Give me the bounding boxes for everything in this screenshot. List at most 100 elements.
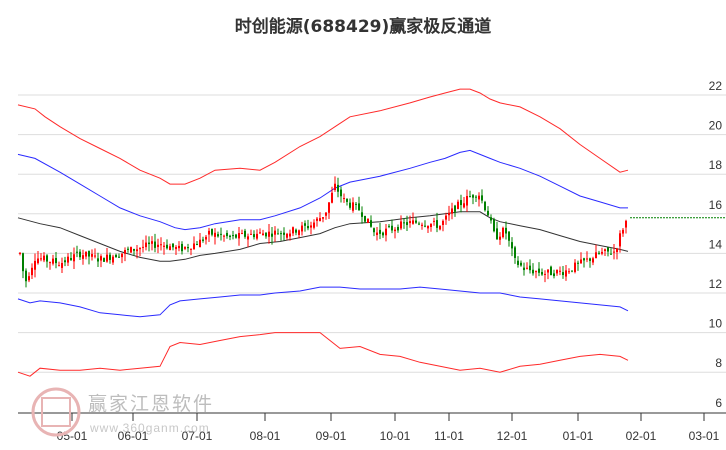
candle-up <box>199 239 201 248</box>
candle-up <box>184 246 186 249</box>
candle-up <box>322 217 324 219</box>
y-tick-label: 22 <box>709 79 723 93</box>
candle-up <box>28 276 30 281</box>
candle-down <box>562 272 564 276</box>
candle-up <box>40 258 42 260</box>
candle-down <box>220 233 222 235</box>
candle-up <box>463 203 465 208</box>
candle-down <box>271 233 273 237</box>
candle-up <box>139 248 141 250</box>
candle-up <box>61 263 63 268</box>
candle-up <box>316 218 318 221</box>
candle-down <box>397 226 399 231</box>
candle-down <box>307 226 309 229</box>
candle-down <box>406 222 408 226</box>
x-tick-label: 09-01 <box>316 429 347 443</box>
candle-up <box>457 201 459 209</box>
candle-up <box>409 221 411 224</box>
candle-up <box>100 256 102 261</box>
candle-down <box>529 265 531 271</box>
candle-up <box>205 236 207 240</box>
x-tick-label: 07-01 <box>182 429 213 443</box>
candle-up <box>433 220 435 222</box>
x-tick-label: 02-01 <box>626 429 657 443</box>
candle-down <box>505 227 507 234</box>
x-tick-label: 11-01 <box>434 429 464 443</box>
x-tick-label: 01-01 <box>563 429 594 443</box>
candle-down <box>460 200 462 206</box>
candle-up <box>259 232 261 234</box>
candle-down <box>22 253 24 272</box>
candle-down <box>229 235 231 238</box>
candle-up <box>157 244 159 247</box>
candle-down <box>403 222 405 224</box>
candle-down <box>514 247 516 258</box>
candle-down <box>133 248 135 251</box>
candle-up <box>502 227 504 238</box>
candle-up <box>544 273 546 275</box>
candle-down <box>577 262 579 264</box>
candle-down <box>337 184 339 192</box>
candle-up <box>58 265 60 267</box>
candle-up <box>43 255 45 261</box>
candle-down <box>520 262 522 266</box>
candle-up <box>394 229 396 232</box>
candle-down <box>418 223 420 225</box>
candle-up <box>412 220 414 224</box>
candle-up <box>568 271 570 273</box>
candle-down <box>235 234 237 238</box>
candle-down <box>118 256 120 258</box>
candle-down <box>211 229 213 235</box>
candle-up <box>37 258 39 264</box>
candle-down <box>196 244 198 246</box>
candle-up <box>613 251 615 253</box>
candle-up <box>121 253 123 258</box>
candle-up <box>451 208 453 214</box>
candle-up <box>169 246 171 251</box>
candle-down <box>283 232 285 235</box>
candle-up <box>67 256 69 263</box>
candle-up <box>427 225 429 229</box>
candle-down <box>127 248 129 250</box>
candle-down <box>103 258 105 262</box>
candle-down <box>55 257 57 264</box>
candle-down <box>472 195 474 198</box>
candle-up <box>325 212 327 216</box>
y-tick-label: 20 <box>709 119 723 133</box>
candle-down <box>475 196 477 198</box>
candle-up <box>310 225 312 228</box>
candle-up <box>268 231 270 237</box>
candle-up <box>292 227 294 234</box>
y-tick-label: 18 <box>709 158 723 172</box>
candle-up <box>82 255 84 259</box>
candle-up <box>343 197 345 199</box>
y-tick-label: 6 <box>715 396 722 410</box>
candle-down <box>532 269 534 274</box>
candle-up <box>625 220 627 228</box>
candle-up <box>193 243 195 250</box>
candle-up <box>286 233 288 238</box>
watermark-url: www.360ganm.com <box>90 421 210 435</box>
candle-down <box>508 231 510 241</box>
candle-up <box>136 249 138 252</box>
candle-up <box>421 224 423 226</box>
candle-down <box>115 254 117 258</box>
watermark-brand: 赢家江恩软件 <box>88 393 215 415</box>
y-tick-label: 12 <box>709 277 723 291</box>
candle-down <box>46 255 48 262</box>
candle-up <box>124 250 126 254</box>
candle-down <box>523 267 525 271</box>
candle-up <box>256 233 258 239</box>
candle-up <box>130 247 132 253</box>
watermark-seal-icon <box>30 386 86 447</box>
x-tick-label: 12-01 <box>497 429 528 443</box>
candle-up <box>580 259 582 264</box>
candle-up <box>619 233 621 247</box>
candle-down <box>148 242 150 245</box>
candle-down <box>154 241 156 248</box>
candle-down <box>364 215 366 222</box>
candle-up <box>604 249 606 252</box>
inner_lower-line <box>17 286 629 318</box>
candle-down <box>553 273 555 277</box>
middle-line <box>17 211 629 262</box>
